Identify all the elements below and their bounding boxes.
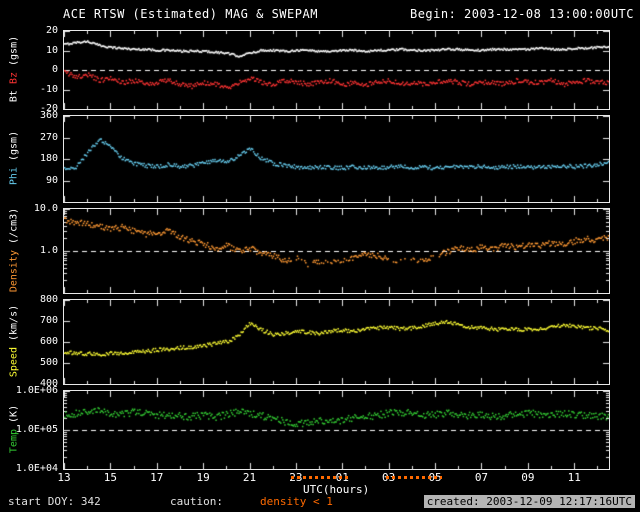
y-tick-label: 0 — [51, 64, 58, 75]
x-tick-label: 17 — [150, 471, 164, 484]
x-tick-label: 11 — [567, 471, 581, 484]
y-axis-label-part: (/cm3) — [8, 207, 20, 244]
y-tick-label: 360 — [39, 110, 58, 121]
y-axis-label-part: (gsm) — [8, 130, 20, 162]
status-bar: start DOY: 342 caution: density < 1 crea… — [0, 495, 640, 510]
y-axis-label: Speed (km/s) — [9, 305, 20, 377]
created-timestamp: created: 2003-12-09 12:17:16UTC — [423, 495, 635, 508]
x-axis-label: UTC(hours) — [303, 483, 370, 496]
y-axis-label-part: Speed — [8, 341, 20, 378]
begin-timestamp: Begin: 2003-12-08 13:00:00UTC — [409, 7, 634, 21]
y-tick-label: 600 — [39, 336, 58, 347]
caution-interval-marker — [291, 476, 350, 479]
panel-speed — [63, 299, 610, 385]
caution-value: density < 1 — [260, 495, 333, 508]
y-axis-label: Density (/cm3) — [9, 208, 20, 292]
bt-bz-canvas — [64, 31, 609, 109]
y-tick-label: -20 — [39, 103, 58, 114]
y-axis-label-part: (km/s) — [8, 304, 20, 341]
y-tick-label: 500 — [39, 357, 58, 368]
y-tick-label: 1.0E+05 — [15, 424, 58, 435]
start-doy-label: start DOY: 342 — [8, 495, 101, 508]
panel-phi — [63, 115, 610, 203]
caution-label: caution: — [170, 495, 223, 508]
caution-interval-marker — [386, 476, 443, 479]
x-tick-label: 15 — [103, 471, 117, 484]
y-axis-label-part: Phi — [8, 161, 20, 186]
y-axis-label-part: Bt — [8, 84, 20, 103]
y-tick-label: 90 — [45, 174, 58, 186]
y-tick-label: -10 — [39, 83, 58, 95]
y-tick-label: 1.0 — [39, 245, 58, 256]
x-tick-label: 13 — [57, 471, 71, 484]
y-tick-label: 20 — [45, 25, 58, 36]
y-tick-label: 400 — [39, 378, 58, 389]
panel-bt-bz — [63, 30, 610, 110]
y-tick-label: 1.0E+04 — [15, 463, 58, 474]
y-axis-label: Bt Bz (gsm) — [9, 36, 20, 102]
y-axis-label: Phi (gsm) — [9, 131, 20, 185]
y-tick-label: 180 — [39, 153, 58, 164]
x-tick-label: 09 — [521, 471, 535, 484]
y-tick-label: 10.0 — [33, 203, 58, 214]
y-axis-label: Temp (K) — [9, 405, 20, 453]
y-tick-label: 10 — [45, 44, 58, 56]
phi-canvas — [64, 116, 609, 202]
panel-temp — [63, 390, 610, 470]
y-tick-label: 270 — [39, 131, 58, 143]
y-axis-label-part: Density — [8, 243, 20, 293]
x-tick-label: 07 — [474, 471, 489, 484]
x-tick-label: 19 — [196, 471, 210, 484]
y-tick-label: 800 — [39, 294, 58, 305]
y-tick-label: 700 — [39, 315, 58, 326]
y-axis-label-part: (K) — [8, 404, 20, 423]
y-tick-label: 1.0E+06 — [15, 385, 58, 396]
x-tick-label: 21 — [242, 471, 257, 484]
plot-title: ACE RTSW (Estimated) MAG & SWEPAM — [63, 7, 318, 21]
density-canvas — [64, 209, 609, 293]
temp-canvas — [64, 391, 609, 469]
y-axis-label-part: Bz — [8, 65, 20, 85]
panel-density — [63, 208, 610, 294]
y-axis-label-part: (gsm) — [8, 35, 20, 66]
y-axis-label-part: Temp — [8, 422, 20, 454]
speed-canvas — [64, 300, 609, 384]
